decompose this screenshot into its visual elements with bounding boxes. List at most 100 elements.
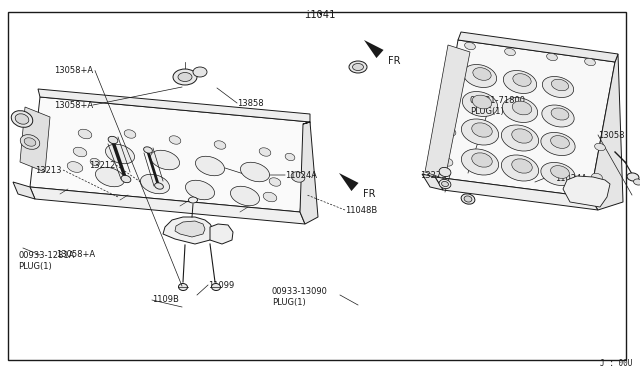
Polygon shape [30,187,305,224]
Text: 13858: 13858 [237,99,264,108]
Polygon shape [38,89,310,124]
Ellipse shape [462,92,498,116]
Polygon shape [210,224,233,244]
Ellipse shape [542,105,574,127]
Text: 13273: 13273 [420,170,447,180]
Ellipse shape [106,144,134,164]
Text: J : 00U: J : 00U [600,359,632,368]
Ellipse shape [95,167,125,187]
Ellipse shape [461,194,475,204]
Ellipse shape [179,283,188,291]
Ellipse shape [501,125,539,151]
Ellipse shape [444,100,456,108]
Ellipse shape [627,173,639,181]
Ellipse shape [108,136,118,144]
Ellipse shape [541,132,575,155]
Ellipse shape [78,129,92,139]
Ellipse shape [472,123,492,137]
Text: PLUG(1): PLUG(1) [272,298,306,308]
Text: 08931-71800: 08931-71800 [470,96,526,105]
Ellipse shape [461,149,499,175]
Polygon shape [435,177,598,210]
Ellipse shape [444,128,456,136]
Text: 11024A: 11024A [555,173,587,183]
Polygon shape [422,174,443,190]
Polygon shape [364,40,383,58]
Ellipse shape [20,135,40,149]
Text: PLUG(1): PLUG(1) [470,106,504,115]
Ellipse shape [189,197,198,203]
Polygon shape [339,173,358,191]
Text: 13212: 13212 [88,160,115,170]
Ellipse shape [463,64,497,87]
Ellipse shape [513,74,531,86]
Text: 11048B: 11048B [345,205,377,215]
Ellipse shape [269,178,281,186]
Text: PLUG(1): PLUG(1) [18,262,52,270]
Text: 11099: 11099 [208,280,234,289]
Ellipse shape [67,162,83,172]
Ellipse shape [595,143,605,151]
Ellipse shape [169,136,181,144]
Text: 13058: 13058 [598,131,625,140]
Ellipse shape [353,64,364,71]
Ellipse shape [551,108,569,120]
Ellipse shape [634,179,640,185]
Ellipse shape [121,175,131,183]
Ellipse shape [547,53,557,61]
Ellipse shape [447,72,458,80]
Ellipse shape [263,192,277,202]
Polygon shape [175,221,205,237]
Polygon shape [435,40,615,197]
Polygon shape [13,182,35,199]
Ellipse shape [178,73,192,81]
Ellipse shape [473,68,491,80]
Ellipse shape [124,130,136,138]
Ellipse shape [550,166,570,178]
Polygon shape [425,45,470,179]
Ellipse shape [193,67,207,77]
Ellipse shape [512,129,532,143]
Text: 13058+A: 13058+A [54,66,93,75]
Polygon shape [163,217,215,244]
Text: 1109B: 1109B [152,295,179,305]
Ellipse shape [501,155,539,181]
Ellipse shape [285,153,295,161]
Text: 00933-1281A: 00933-1281A [18,250,74,260]
Ellipse shape [503,71,537,93]
Polygon shape [20,107,50,172]
Ellipse shape [150,150,180,170]
Ellipse shape [140,174,170,194]
Ellipse shape [591,173,602,181]
Polygon shape [590,54,623,210]
Ellipse shape [439,167,451,177]
Text: i1041: i1041 [305,10,335,20]
Ellipse shape [259,148,271,156]
Ellipse shape [15,114,29,124]
Ellipse shape [512,101,532,115]
Ellipse shape [472,95,492,109]
Polygon shape [300,122,318,224]
Text: 13058+A: 13058+A [54,100,93,109]
Polygon shape [30,97,310,212]
Ellipse shape [211,283,221,291]
Ellipse shape [550,136,570,148]
Ellipse shape [542,77,573,97]
Ellipse shape [584,58,595,66]
Ellipse shape [291,172,305,182]
Polygon shape [458,32,618,62]
Ellipse shape [214,141,226,149]
Ellipse shape [439,179,451,189]
Polygon shape [563,176,610,207]
Ellipse shape [502,97,538,122]
Ellipse shape [461,119,499,145]
Ellipse shape [441,158,453,166]
Text: 00933-13090: 00933-13090 [272,288,328,296]
Ellipse shape [173,69,197,85]
Ellipse shape [186,180,214,200]
Ellipse shape [465,42,476,50]
Ellipse shape [230,186,260,206]
Text: FR: FR [363,189,376,199]
Ellipse shape [12,110,33,127]
Ellipse shape [442,182,449,187]
